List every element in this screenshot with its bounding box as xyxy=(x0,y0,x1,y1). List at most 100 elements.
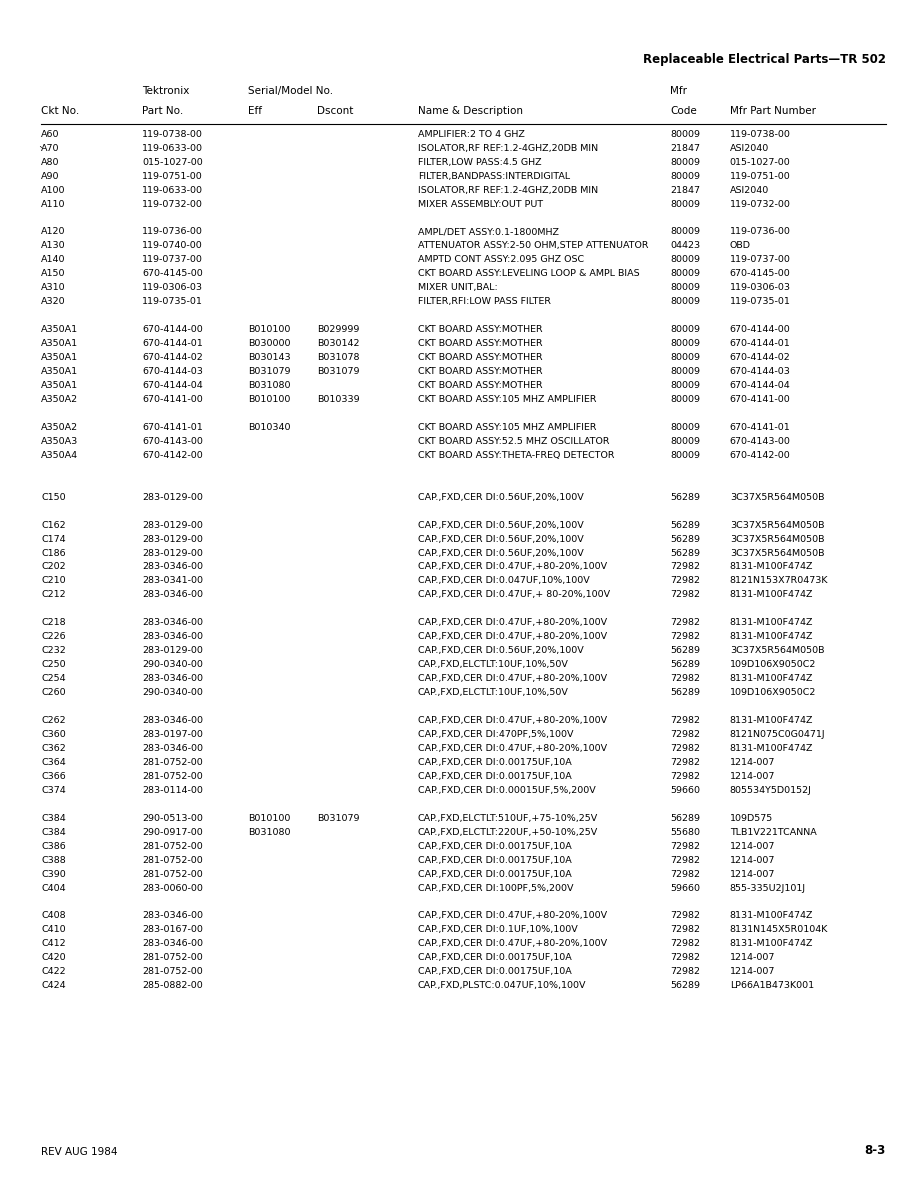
Text: 3C37X5R564M050B: 3C37X5R564M050B xyxy=(730,535,824,544)
Text: 290-0917-00: 290-0917-00 xyxy=(142,828,203,836)
Text: FILTER,RFI:LOW PASS FILTER: FILTER,RFI:LOW PASS FILTER xyxy=(418,297,551,307)
Text: B031080: B031080 xyxy=(248,381,290,390)
Text: 119-0737-00: 119-0737-00 xyxy=(730,255,790,265)
Text: 670-4144-02: 670-4144-02 xyxy=(142,353,203,362)
Text: 72982: 72982 xyxy=(670,758,700,767)
Text: 72982: 72982 xyxy=(670,940,700,948)
Text: 80009: 80009 xyxy=(670,227,700,236)
Text: CKT BOARD ASSY:THETA-FREQ DETECTOR: CKT BOARD ASSY:THETA-FREQ DETECTOR xyxy=(418,450,614,460)
Text: 283-0114-00: 283-0114-00 xyxy=(142,785,203,795)
Text: 8131-M100F474Z: 8131-M100F474Z xyxy=(730,940,813,948)
Text: 72982: 72982 xyxy=(670,967,700,977)
Text: C360: C360 xyxy=(41,729,66,739)
Text: 72982: 72982 xyxy=(670,925,700,935)
Text: C232: C232 xyxy=(41,646,66,656)
Text: B010340: B010340 xyxy=(248,423,290,432)
Text: CAP.,FXD,CER DI:0.00175UF,10A: CAP.,FXD,CER DI:0.00175UF,10A xyxy=(418,953,571,962)
Text: B031080: B031080 xyxy=(248,828,290,836)
Text: 670-4141-00: 670-4141-00 xyxy=(730,394,790,404)
Text: 80009: 80009 xyxy=(670,423,700,432)
Text: CAP.,FXD,CER DI:0.47UF,+80-20%,100V: CAP.,FXD,CER DI:0.47UF,+80-20%,100V xyxy=(418,562,607,571)
Text: 8131-M100F474Z: 8131-M100F474Z xyxy=(730,674,813,683)
Text: FILTER,LOW PASS:4.5 GHZ: FILTER,LOW PASS:4.5 GHZ xyxy=(418,158,542,166)
Text: 1214-007: 1214-007 xyxy=(730,855,775,865)
Text: 1214-007: 1214-007 xyxy=(730,953,775,962)
Text: 80009: 80009 xyxy=(670,255,700,265)
Text: 72982: 72982 xyxy=(670,744,700,753)
Text: 80009: 80009 xyxy=(670,200,700,209)
Text: Name & Description: Name & Description xyxy=(418,107,522,116)
Text: 72982: 72982 xyxy=(670,590,700,600)
Text: 56289: 56289 xyxy=(670,661,700,669)
Text: CAP.,FXD,CER DI:0.47UF,+80-20%,100V: CAP.,FXD,CER DI:0.47UF,+80-20%,100V xyxy=(418,940,607,948)
Text: CAP.,FXD,CER DI:0.56UF,20%,100V: CAP.,FXD,CER DI:0.56UF,20%,100V xyxy=(418,520,584,530)
Text: CAP.,FXD,CER DI:0.47UF,+80-20%,100V: CAP.,FXD,CER DI:0.47UF,+80-20%,100V xyxy=(418,744,607,753)
Text: 283-0129-00: 283-0129-00 xyxy=(142,549,203,557)
Text: 119-0633-00: 119-0633-00 xyxy=(142,144,203,153)
Text: C374: C374 xyxy=(41,785,66,795)
Text: 72982: 72982 xyxy=(670,729,700,739)
Text: 670-4144-01: 670-4144-01 xyxy=(142,339,203,348)
Text: 283-0346-00: 283-0346-00 xyxy=(142,632,203,642)
Text: 283-0346-00: 283-0346-00 xyxy=(142,618,203,627)
Text: 72982: 72982 xyxy=(670,841,700,851)
Text: 119-0735-01: 119-0735-01 xyxy=(730,297,790,307)
Text: 80009: 80009 xyxy=(670,450,700,460)
Text: 72982: 72982 xyxy=(670,576,700,586)
Text: B030000: B030000 xyxy=(248,339,290,348)
Text: 72982: 72982 xyxy=(670,772,700,781)
Text: C366: C366 xyxy=(41,772,66,781)
Text: C364: C364 xyxy=(41,758,66,767)
Text: CAP.,FXD,CER DI:0.47UF,+80-20%,100V: CAP.,FXD,CER DI:0.47UF,+80-20%,100V xyxy=(418,674,607,683)
Text: CKT BOARD ASSY:MOTHER: CKT BOARD ASSY:MOTHER xyxy=(418,353,543,362)
Text: 72982: 72982 xyxy=(670,618,700,627)
Text: A350A1: A350A1 xyxy=(41,381,78,390)
Text: B010100: B010100 xyxy=(248,394,290,404)
Text: 670-4142-00: 670-4142-00 xyxy=(142,450,203,460)
Text: A120: A120 xyxy=(41,227,66,236)
Text: Mfr: Mfr xyxy=(670,87,688,96)
Text: 72982: 72982 xyxy=(670,953,700,962)
Text: C412: C412 xyxy=(41,940,66,948)
Text: 283-0167-00: 283-0167-00 xyxy=(142,925,203,935)
Text: 670-4144-02: 670-4144-02 xyxy=(730,353,790,362)
Text: 80009: 80009 xyxy=(670,353,700,362)
Text: A60: A60 xyxy=(41,129,60,139)
Text: 670-4144-04: 670-4144-04 xyxy=(730,381,790,390)
Text: 8131-M100F474Z: 8131-M100F474Z xyxy=(730,744,813,753)
Text: 59660: 59660 xyxy=(670,884,700,892)
Text: REV AUG 1984: REV AUG 1984 xyxy=(41,1148,118,1157)
Text: FILTER,BANDPASS:INTERDIGITAL: FILTER,BANDPASS:INTERDIGITAL xyxy=(418,171,570,181)
Text: AMPTD CONT ASSY:2.095 GHZ OSC: AMPTD CONT ASSY:2.095 GHZ OSC xyxy=(418,255,584,265)
Text: 281-0752-00: 281-0752-00 xyxy=(142,870,203,879)
Text: 670-4141-01: 670-4141-01 xyxy=(142,423,203,432)
Text: 119-0740-00: 119-0740-00 xyxy=(142,241,203,251)
Text: Dscont: Dscont xyxy=(317,107,353,116)
Text: 119-0751-00: 119-0751-00 xyxy=(730,171,790,181)
Text: 119-0732-00: 119-0732-00 xyxy=(730,200,790,209)
Text: A350A1: A350A1 xyxy=(41,353,78,362)
Text: OBD: OBD xyxy=(730,241,751,251)
Text: 119-0738-00: 119-0738-00 xyxy=(730,129,790,139)
Text: C384: C384 xyxy=(41,828,66,836)
Text: CKT BOARD ASSY:52.5 MHZ OSCILLATOR: CKT BOARD ASSY:52.5 MHZ OSCILLATOR xyxy=(418,437,610,446)
Text: CAP.,FXD,CER DI:0.47UF,+ 80-20%,100V: CAP.,FXD,CER DI:0.47UF,+ 80-20%,100V xyxy=(418,590,610,600)
Text: 281-0752-00: 281-0752-00 xyxy=(142,841,203,851)
Text: 281-0752-00: 281-0752-00 xyxy=(142,953,203,962)
Text: 285-0882-00: 285-0882-00 xyxy=(142,981,203,991)
Text: CAP.,FXD,CER DI:0.47UF,+80-20%,100V: CAP.,FXD,CER DI:0.47UF,+80-20%,100V xyxy=(418,632,607,642)
Text: A140: A140 xyxy=(41,255,66,265)
Text: 56289: 56289 xyxy=(670,981,700,991)
Text: 670-4141-00: 670-4141-00 xyxy=(142,394,203,404)
Text: C410: C410 xyxy=(41,925,66,935)
Text: 670-4144-00: 670-4144-00 xyxy=(730,326,790,334)
Text: CAP.,FXD,CER DI:0.56UF,20%,100V: CAP.,FXD,CER DI:0.56UF,20%,100V xyxy=(418,493,584,501)
Text: A350A1: A350A1 xyxy=(41,339,78,348)
Text: 80009: 80009 xyxy=(670,367,700,377)
Text: `: ` xyxy=(39,147,43,157)
Text: B031079: B031079 xyxy=(317,814,359,823)
Text: CAP.,FXD,CER DI:100PF,5%,200V: CAP.,FXD,CER DI:100PF,5%,200V xyxy=(418,884,573,892)
Text: 670-4144-03: 670-4144-03 xyxy=(730,367,790,377)
Text: 80009: 80009 xyxy=(670,158,700,166)
Text: 72982: 72982 xyxy=(670,855,700,865)
